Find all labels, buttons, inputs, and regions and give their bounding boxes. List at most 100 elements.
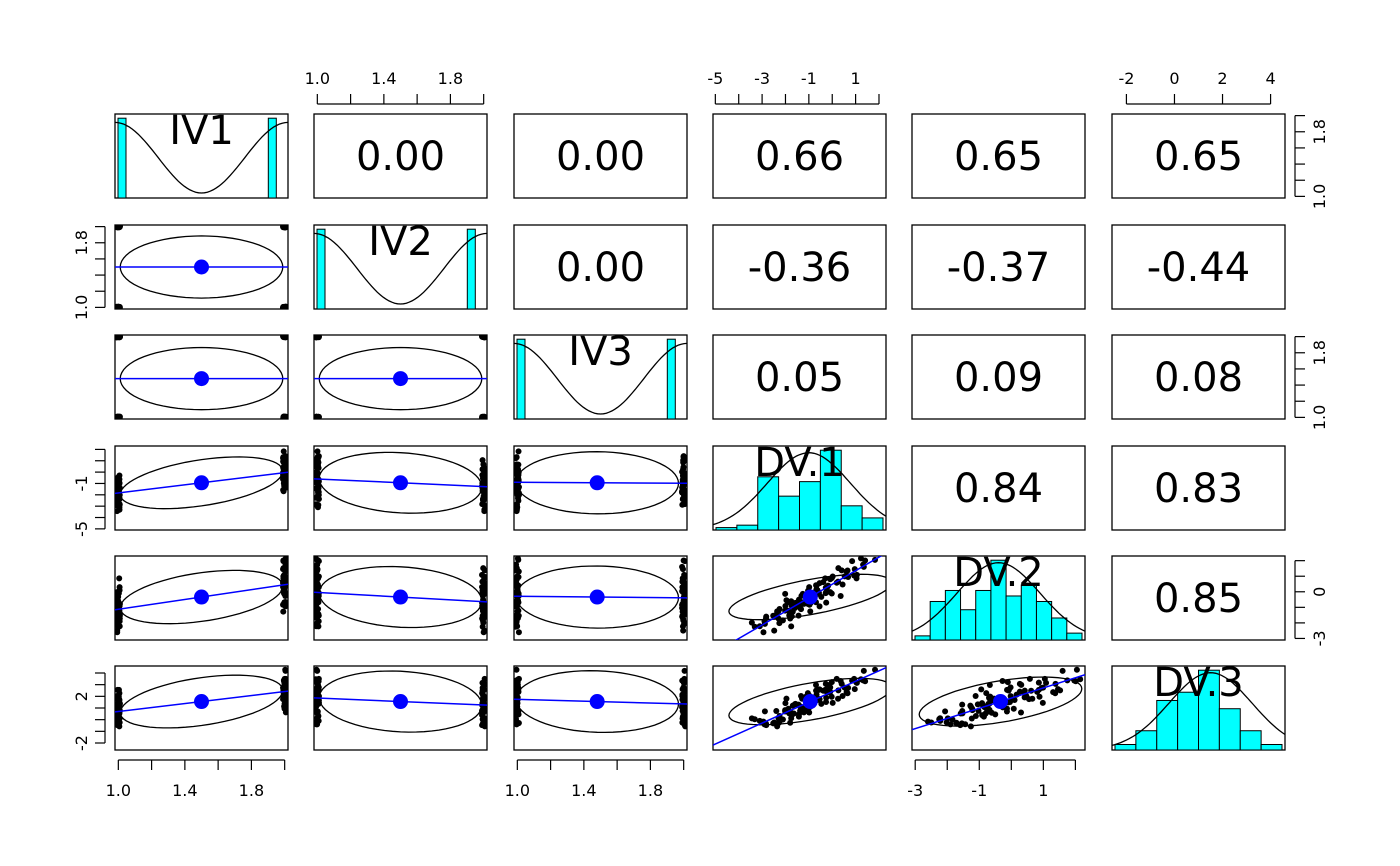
data-point: [992, 711, 999, 718]
data-point: [680, 466, 687, 473]
data-point: [314, 494, 321, 501]
data-point: [751, 716, 758, 723]
variable-name: DV.3: [1153, 660, 1243, 706]
data-point: [282, 667, 288, 674]
data-point: [479, 457, 486, 464]
data-point: [116, 696, 123, 703]
variable-name: DV.1: [754, 440, 844, 486]
data-point: [839, 581, 846, 588]
data-point: [514, 502, 520, 509]
panel-frame: [114, 113, 289, 199]
correlation-value: 0.65: [954, 134, 1043, 180]
histogram-bar: [929, 600, 946, 641]
data-point: [115, 617, 121, 624]
data-point: [514, 623, 519, 630]
data-point: [281, 335, 288, 340]
data-point: [782, 700, 789, 707]
data-point: [314, 448, 321, 455]
panel-IV1-DV.1: 0.66: [712, 113, 887, 199]
histogram-bar: [819, 449, 842, 531]
panel-frame: [313, 113, 488, 199]
data-point: [115, 485, 121, 492]
density-curve: [712, 452, 887, 526]
panel-IV2-IV2: IV2: [313, 219, 488, 310]
data-point: [824, 681, 831, 688]
mean-point: [194, 475, 209, 491]
data-point: [514, 612, 520, 619]
panel-DV.1-IV2: [313, 445, 488, 531]
panel-IV1-IV2: 0.00: [313, 113, 488, 199]
data-point: [315, 502, 322, 509]
data-point: [479, 414, 486, 419]
data-point: [681, 493, 687, 500]
mean-point: [993, 694, 1009, 710]
variable-name: DV.2: [953, 550, 1043, 596]
histogram-bar: [267, 117, 277, 199]
data-point: [480, 693, 487, 700]
data-point: [835, 695, 842, 702]
data-point: [763, 613, 770, 620]
panel-frame: [712, 334, 887, 420]
data-point: [679, 566, 686, 573]
scatter-area: [514, 666, 687, 734]
tick-label: 1.0: [106, 781, 131, 800]
data-point: [980, 713, 987, 720]
tick-label: 4: [1265, 69, 1275, 88]
tick-label: 1.0: [72, 295, 91, 320]
right-axis-IV3: 1.0 1.8: [1294, 336, 1329, 430]
data-point: [514, 464, 519, 471]
panel-DV.3-DV.3: DV.3: [1111, 660, 1286, 751]
data-point: [115, 502, 121, 509]
mean-point: [393, 371, 408, 387]
data-point: [967, 723, 974, 730]
data-point: [315, 415, 322, 419]
histogram-bar: [861, 517, 884, 531]
data-point: [315, 558, 322, 565]
scatter-area: [115, 666, 288, 730]
data-point: [1021, 694, 1028, 701]
data-point: [280, 575, 287, 582]
data-point: [785, 599, 792, 606]
data-point: [479, 689, 486, 696]
scatter-area: [514, 556, 687, 636]
panel-IV1-DV.3: 0.65: [1111, 113, 1286, 199]
panel-IV1-IV1: IV1: [114, 108, 289, 199]
data-point: [514, 718, 519, 725]
bottom-axis-IV1: 1.0 1.4 1.8: [106, 759, 286, 800]
histogram-bar: [1051, 617, 1068, 641]
data-point: [280, 304, 287, 309]
data-point: [314, 575, 319, 582]
histogram-bar: [1156, 699, 1179, 751]
tick-label: -3: [754, 69, 770, 88]
data-point: [314, 689, 321, 696]
data-point: [760, 629, 767, 636]
panel-frame: [313, 224, 488, 310]
correlation-value: -0.36: [748, 245, 852, 291]
panel-frame: [911, 113, 1086, 199]
correlation-ellipse: [918, 676, 1083, 727]
data-point: [681, 479, 687, 486]
data-point: [823, 694, 830, 701]
data-point: [679, 575, 686, 582]
data-point: [314, 582, 320, 589]
correlation-ellipse: [119, 456, 284, 510]
data-point: [1011, 696, 1018, 703]
data-point: [480, 718, 487, 725]
density-curve: [513, 342, 688, 415]
panel-IV1-IV3: 0.00: [513, 113, 688, 199]
mean-point: [802, 589, 818, 605]
data-point: [680, 627, 687, 634]
data-point: [314, 568, 320, 575]
data-point: [281, 476, 288, 483]
data-point: [479, 623, 486, 630]
histogram-bar: [736, 524, 759, 531]
scatter-area: [115, 225, 288, 309]
density-curve: [1111, 672, 1286, 747]
tick-label: 1.8: [72, 230, 91, 255]
data-point: [679, 472, 686, 479]
tick-label: -1: [72, 475, 91, 491]
data-point: [115, 413, 121, 419]
variable-name: IV3: [568, 329, 633, 375]
panel-IV1-DV.2: 0.65: [911, 113, 1086, 199]
data-point: [1043, 679, 1050, 686]
